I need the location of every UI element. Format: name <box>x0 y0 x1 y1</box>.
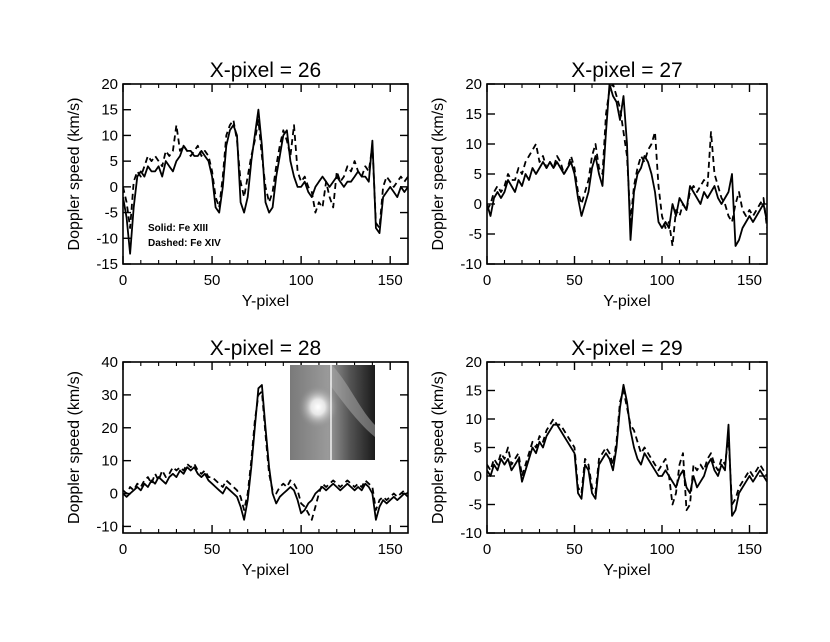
y-tick-label: 20 <box>465 76 482 93</box>
plot-frame <box>486 83 768 265</box>
series-solid-line <box>123 108 408 255</box>
x-tick-label: 100 <box>649 272 674 289</box>
y-tick-label: 0 <box>110 486 118 503</box>
y-tick-label: 5 <box>474 166 482 183</box>
x-tick-label: 150 <box>737 541 762 558</box>
y-tick-label: -5 <box>469 497 482 514</box>
y-tick-label: 15 <box>465 106 482 123</box>
x-axis-label: Y-pixel <box>242 293 289 310</box>
series-dashed-line <box>487 84 767 247</box>
plot-frame <box>486 361 768 534</box>
y-tick-label: 10 <box>465 411 482 428</box>
x-tick-label: 150 <box>378 272 403 289</box>
y-tick-label: 30 <box>101 387 118 404</box>
y-tick-label: -10 <box>96 230 118 247</box>
x-axis-label: Y-pixel <box>603 293 650 310</box>
inset-bright-spot <box>298 385 338 429</box>
x-tick-label: 50 <box>566 541 583 558</box>
panel-title: X-pixel = 28 <box>210 337 321 360</box>
y-axis-label: Doppler speed (km/s) <box>66 98 83 251</box>
panel-x-pixel-26: X-pixel = 26 0 50 100 150 -15 -10 -5 0 5 10 15 20 Y-p… <box>66 59 409 310</box>
series-dashed-line <box>123 390 408 521</box>
x-tick-label: 100 <box>289 272 314 289</box>
y-tick-label: -10 <box>460 256 482 273</box>
y-axis-label: Doppler speed (km/s) <box>430 98 447 251</box>
legend-text: Dashed: Fe XIV <box>148 238 221 249</box>
x-tick-label: 0 <box>483 272 491 289</box>
y-tick-label: 5 <box>110 153 118 170</box>
x-tick-label: 0 <box>483 541 491 558</box>
y-tick-label: 10 <box>101 453 118 470</box>
y-tick-label: 20 <box>101 420 118 437</box>
series-dashed-line <box>123 119 408 229</box>
y-tick-label: 15 <box>465 383 482 400</box>
y-tick-label: 0 <box>474 196 482 213</box>
x-tick-label: 150 <box>737 272 762 289</box>
x-axis-label: Y-pixel <box>603 562 650 579</box>
series-solid-line <box>487 84 767 247</box>
x-tick-label: 150 <box>378 541 403 558</box>
y-tick-label: 10 <box>465 136 482 153</box>
panel-title: X-pixel = 27 <box>571 59 682 82</box>
y-axis-label: Doppler speed (km/s) <box>430 371 447 524</box>
y-tick-label: 0 <box>110 179 118 196</box>
y-tick-label: 40 <box>101 354 118 371</box>
panel-x-pixel-27: X-pixel = 27 0 50 100 150 -10 -5 0 5 10 15 20 Y-pixe… <box>430 59 768 310</box>
y-tick-label: 20 <box>101 76 118 93</box>
y-axis-label: Doppler speed (km/s) <box>66 371 83 524</box>
x-tick-label: 100 <box>289 541 314 558</box>
x-tick-label: 100 <box>649 541 674 558</box>
x-tick-label: 0 <box>119 272 127 289</box>
panel-title: X-pixel = 26 <box>210 59 321 82</box>
y-tick-label: 10 <box>101 127 118 144</box>
series-solid-line <box>487 383 767 517</box>
y-tick-label: -5 <box>105 205 118 222</box>
x-tick-label: 50 <box>204 272 221 289</box>
inset-image <box>290 365 375 460</box>
inset-loop-feature <box>330 365 375 437</box>
y-tick-label: 5 <box>474 440 482 457</box>
x-tick-label: 0 <box>119 541 127 558</box>
series-dashed-line <box>487 389 767 512</box>
y-tick-label: 15 <box>101 102 118 119</box>
panel-x-pixel-29: X-pixel = 29 0 50 100 150 -10 -5 0 5 10 15 20 Y-pixe… <box>430 337 768 579</box>
plot-frame <box>122 83 409 265</box>
y-tick-label: -10 <box>96 518 118 535</box>
x-tick-label: 50 <box>566 272 583 289</box>
x-tick-label: 50 <box>204 541 221 558</box>
x-axis-label: Y-pixel <box>242 562 289 579</box>
panel-x-pixel-28: X-pixel = 280 50 100 150-10010203040Y-pixel… <box>66 337 409 579</box>
y-tick-label: 20 <box>465 354 482 371</box>
legend-text: Solid: Fe XIII <box>148 223 208 234</box>
y-tick-label: -10 <box>460 525 482 542</box>
y-tick-label: -15 <box>96 256 118 273</box>
y-tick-label: 0 <box>474 468 482 485</box>
panel-title: X-pixel = 29 <box>571 337 682 360</box>
y-tick-label: -5 <box>469 226 482 243</box>
